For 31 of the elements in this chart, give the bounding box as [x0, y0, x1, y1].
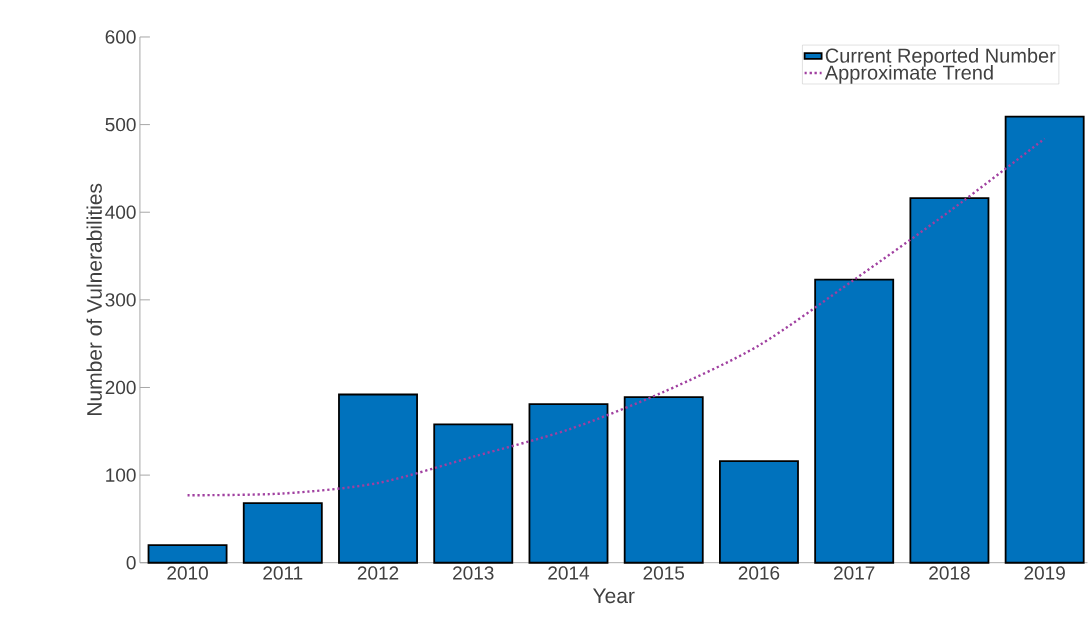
x-tick-label: 2017: [834, 566, 875, 580]
legend-label: Approximate Trend: [824, 65, 993, 84]
y-tick-label: 600: [105, 30, 136, 44]
bar: [242, 502, 323, 564]
x-tick-label: 2018: [929, 566, 970, 580]
y-tick-label: 200: [105, 380, 136, 395]
line-series: [186, 137, 1046, 497]
bar: [623, 396, 704, 564]
y-tick-label: 500: [105, 118, 136, 132]
y-axis-title: Number of Vulnerabilities: [86, 183, 102, 416]
x-tick-label: 2014: [548, 566, 590, 580]
bar: [814, 278, 895, 564]
bar: [433, 423, 514, 564]
y-tick-label: 400: [105, 205, 136, 220]
bar: [1004, 115, 1085, 564]
bar: [528, 403, 609, 564]
x-tick-label: 2019: [1024, 566, 1065, 580]
x-axis-title: Year: [592, 588, 635, 604]
y-tick-label: 300: [105, 293, 136, 307]
x-tick-label: 2010: [167, 566, 208, 580]
bar: [909, 197, 990, 564]
x-tick-label: 2011: [263, 566, 303, 580]
x-tick-label: 2012: [357, 566, 399, 580]
x-tick-label: 2016: [738, 566, 780, 580]
bar: [719, 460, 799, 564]
x-tick-label: 2013: [453, 566, 494, 580]
bar: [338, 393, 418, 564]
y-tick-label: 0: [126, 556, 136, 570]
bar: [147, 544, 228, 564]
y-tick-label: 100: [106, 468, 136, 482]
x-tick-label: 2015: [643, 566, 685, 580]
